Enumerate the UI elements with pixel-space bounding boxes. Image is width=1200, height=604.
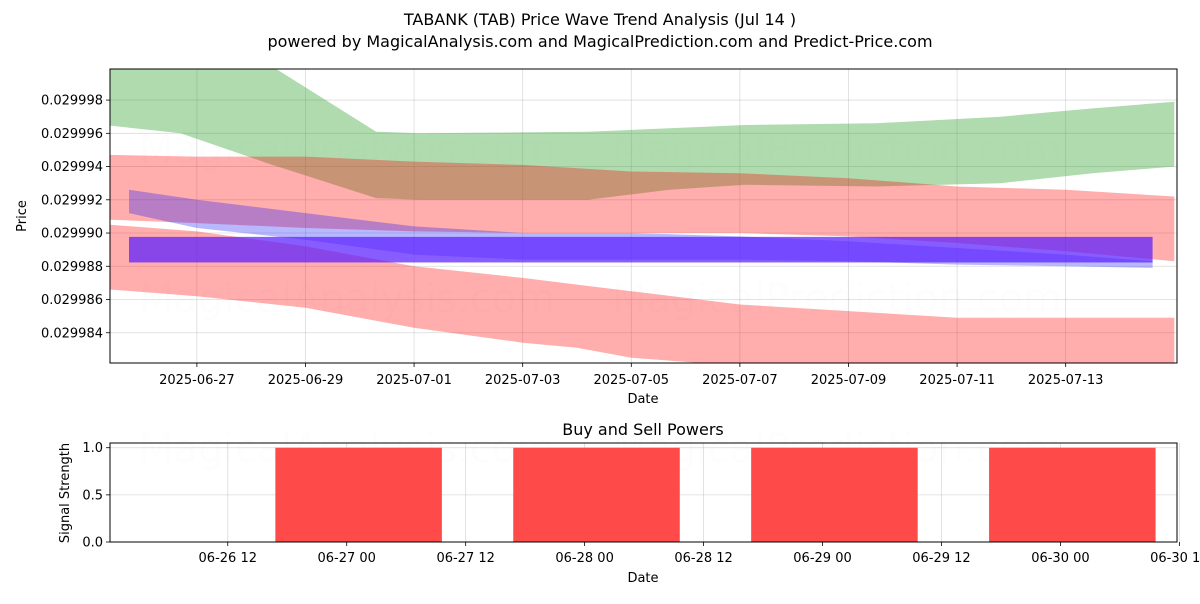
price-x-tick-label: 2025-07-07 — [702, 373, 778, 388]
price-y-tick-label: 0.029992 — [41, 193, 103, 208]
price-axes: 2025-06-27 2025-06-29 2025-07-01 2025-07-03… — [41, 94, 1103, 388]
signal-x-tick-label: 06-29 12 — [912, 551, 970, 566]
price-y-tick-label: 0.029988 — [41, 260, 103, 275]
signal-bars — [275, 447, 1156, 542]
signal-chart-title: Buy and Sell Powers — [562, 420, 724, 439]
signal-bar-2 — [751, 447, 918, 542]
signal-x-tick-label: 06-26 12 — [199, 551, 257, 566]
price-x-tick-label: 2025-06-27 — [159, 373, 235, 388]
signal-x-axis-label: Date — [627, 571, 658, 586]
price-y-tick-label: 0.029994 — [41, 160, 103, 175]
signal-bar-3 — [989, 447, 1156, 542]
price-grid — [110, 69, 1177, 363]
price-x-tick-label: 2025-07-11 — [919, 373, 995, 388]
price-y-tick-label: 0.029998 — [41, 94, 103, 109]
signal-y-tick-label: 1.0 — [82, 441, 103, 456]
price-band-1 — [110, 154, 1175, 262]
chart-title: TABANK (TAB) Price Wave Trend Analysis (… — [403, 10, 796, 29]
price-x-tick-label: 2025-07-13 — [1028, 373, 1104, 388]
signal-y-tick-label: 0.0 — [82, 536, 103, 551]
price-x-tick-label: 2025-07-05 — [594, 373, 670, 388]
price-plot-frame — [109, 68, 1178, 364]
price-x-tick-label: 2025-07-01 — [376, 373, 452, 388]
signal-x-tick-label: 06-29 00 — [793, 551, 851, 566]
price-y-tick-label: 0.029984 — [41, 326, 103, 341]
signal-x-tick-label: 06-27 12 — [436, 551, 494, 566]
price-series — [110, 69, 1175, 363]
signal-bar-1 — [513, 447, 680, 542]
signal-plot-frame — [109, 442, 1178, 543]
signal-x-tick-label: 06-27 00 — [317, 551, 375, 566]
signal-y-axis-label: Signal Strength — [58, 443, 73, 543]
price-plot-area — [110, 69, 1177, 363]
price-band-2 — [110, 224, 1175, 363]
price-x-axis-label: Date — [627, 392, 658, 407]
price-x-tick-label: 2025-07-09 — [811, 373, 887, 388]
price-y-tick-label: 0.029986 — [41, 293, 103, 308]
price-x-tick-label: 2025-06-29 — [268, 373, 344, 388]
signal-axes: 06-26 12 06-27 00 06-27 12 06-28 00 06-28 12… — [82, 441, 1200, 566]
signal-x-tick-label: 06-30 00 — [1031, 551, 1089, 566]
signal-x-tick-label: 06-28 00 — [555, 551, 613, 566]
price-range-bar — [129, 236, 1153, 263]
price-band-0 — [110, 69, 1175, 200]
signal-bar-0 — [275, 447, 442, 542]
chart-subtitle: powered by MagicalAnalysis.com and Magic… — [267, 32, 932, 51]
signal-y-tick-label: 0.5 — [82, 488, 103, 503]
price-y-tick-label: 0.029990 — [41, 227, 103, 242]
price-y-tick-label: 0.029996 — [41, 127, 103, 142]
signal-panel: MagicalAnalysis.com MagicalPrediction.co… — [58, 420, 1200, 586]
price-y-axis-label: Price — [15, 200, 30, 232]
signal-x-tick-label: 06-30 12 — [1150, 551, 1200, 566]
signal-x-tick-label: 06-28 12 — [674, 551, 732, 566]
price-x-tick-label: 2025-07-03 — [485, 373, 561, 388]
price-panel: MagicalAnalysis.com MagicalPrediction.co… — [15, 68, 1178, 407]
